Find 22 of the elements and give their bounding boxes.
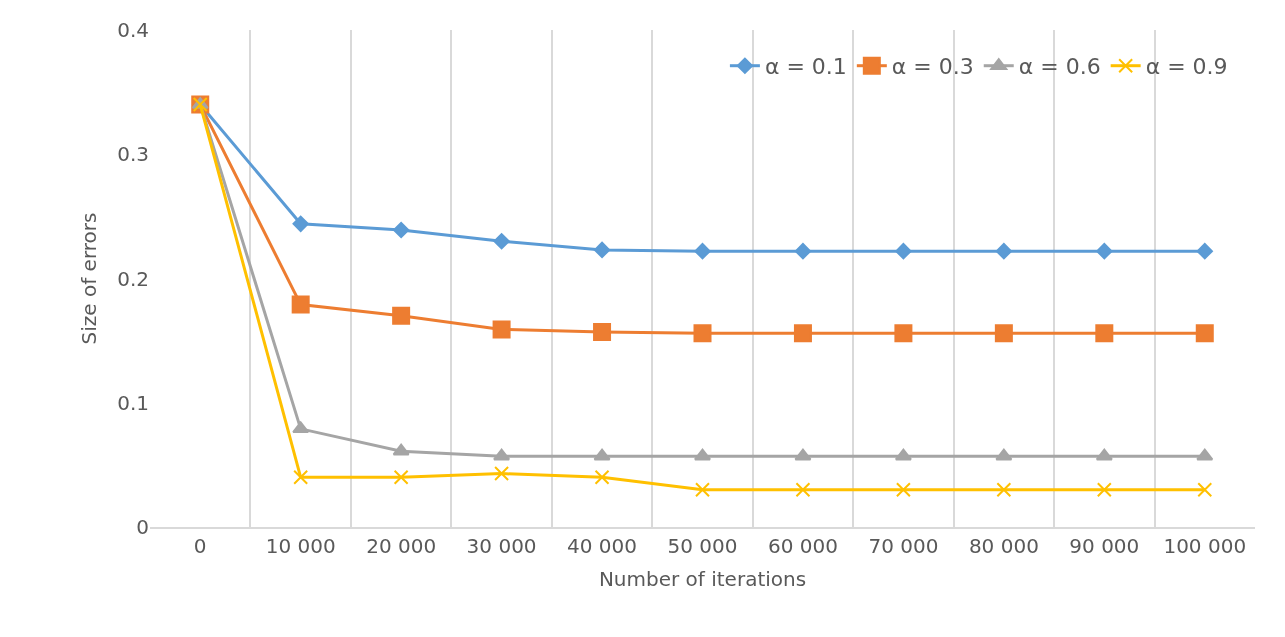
x-tick-label: 10 000 (265, 534, 336, 558)
x-tick-label: 100 000 (1163, 534, 1247, 558)
y-tick-label: 0 (136, 515, 149, 539)
y-tick-label: 0.4 (117, 18, 149, 42)
legend-label: α = 0.6 (1018, 54, 1101, 80)
x-tick-label: 40 000 (567, 534, 638, 558)
y-tick-label: 0.2 (117, 266, 149, 291)
x-axis-title: Number of iterations (598, 567, 807, 591)
y-tick-label: 0.1 (117, 390, 149, 415)
x-tick-label: 70 000 (868, 534, 939, 558)
legend-label: α = 0.9 (1145, 54, 1228, 80)
y-axis-title: Size of errors (76, 212, 101, 345)
x-tick-label: 30 000 (466, 534, 537, 558)
legend-label: α = 0.3 (891, 54, 974, 80)
legend-label: α = 0.1 (764, 54, 847, 80)
x-tick-label: 60 000 (767, 534, 838, 558)
x-tick-label: 20 000 (366, 534, 437, 558)
x-tick-label: 50 000 (667, 534, 738, 558)
x-tick-label: 0 (193, 534, 207, 558)
x-tick-label: 90 000 (1069, 534, 1140, 558)
x-tick-label: 80 000 (968, 534, 1039, 558)
y-tick-label: 0.3 (117, 142, 149, 167)
